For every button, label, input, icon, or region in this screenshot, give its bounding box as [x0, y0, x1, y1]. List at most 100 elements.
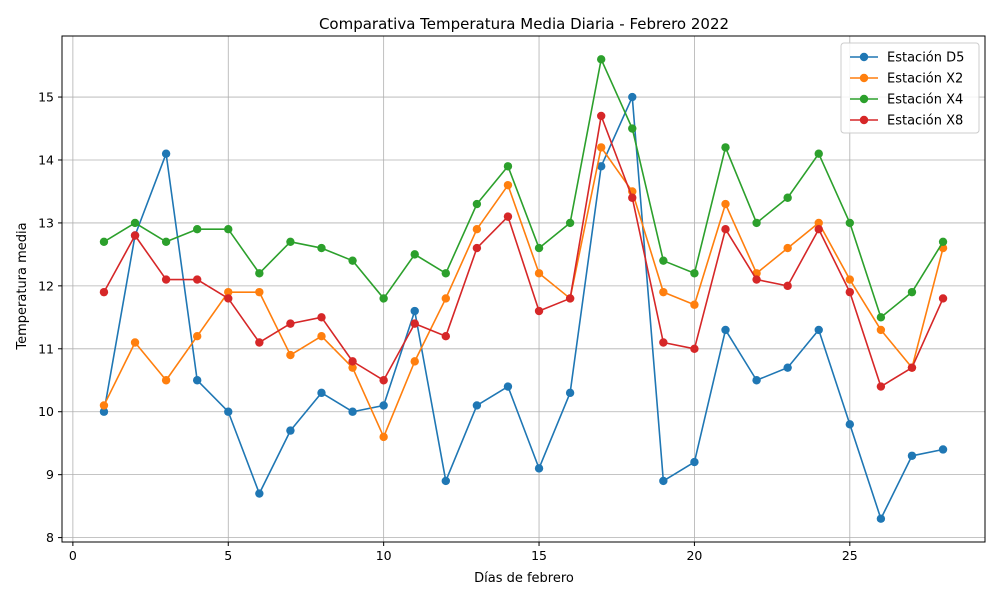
- data-point: [317, 388, 326, 398]
- y-tick-label: 10: [38, 404, 54, 419]
- data-point: [348, 407, 357, 416]
- data-point: [628, 92, 637, 102]
- series-1: [99, 92, 948, 523]
- legend-item: Estación X4: [850, 93, 963, 108]
- data-point: [752, 218, 761, 228]
- data-point: [317, 243, 326, 253]
- data-point: [845, 287, 855, 297]
- data-point: [938, 237, 948, 246]
- x-tick-label: 5: [224, 548, 232, 563]
- data-point: [534, 464, 544, 473]
- data-point: [596, 162, 606, 171]
- legend-label: Estación D5: [887, 51, 964, 66]
- x-tick-label: 0: [69, 548, 77, 563]
- series-2: [99, 143, 948, 442]
- data-point: [130, 338, 140, 347]
- data-point: [224, 294, 233, 303]
- data-point: [659, 476, 668, 486]
- legend-label: Estación X2: [887, 72, 963, 87]
- data-point: [814, 218, 823, 228]
- data-point: [224, 225, 233, 234]
- data-point: [224, 407, 233, 416]
- data-point: [534, 306, 544, 316]
- data-point: [99, 237, 109, 246]
- data-point: [192, 332, 202, 341]
- series-3: [99, 55, 948, 322]
- data-point: [410, 250, 419, 259]
- data-point: [876, 325, 886, 335]
- data-point: [441, 269, 451, 278]
- data-point: [472, 243, 482, 253]
- data-point: [503, 162, 513, 171]
- y-tick-label: 14: [38, 152, 54, 167]
- data-point: [286, 426, 295, 435]
- data-point: [596, 143, 606, 152]
- data-point: [845, 420, 855, 429]
- data-point: [659, 287, 668, 297]
- data-point: [503, 382, 513, 391]
- legend-marker: [859, 94, 869, 104]
- data-point: [503, 180, 513, 190]
- data-point: [224, 287, 233, 297]
- data-point: [348, 256, 357, 265]
- data-point: [286, 350, 295, 360]
- y-tick-label: 8: [46, 530, 54, 545]
- series-layer: [99, 55, 948, 523]
- series-line: [103, 146, 944, 438]
- data-point: [192, 376, 202, 385]
- data-point: [721, 143, 730, 152]
- data-point: [410, 357, 419, 366]
- data-point: [161, 149, 171, 158]
- series-line: [103, 115, 944, 388]
- chart-title: Comparativa Temperatura Media Diaria - F…: [319, 15, 729, 33]
- data-point: [596, 55, 606, 64]
- x-tick-label: 25: [842, 548, 858, 563]
- legend-box: [840, 42, 980, 134]
- legend-item: Estación X2: [850, 72, 963, 87]
- data-point: [255, 287, 264, 297]
- legend-marker: [859, 73, 869, 83]
- y-tick-label: 15: [38, 90, 54, 105]
- data-point: [690, 269, 699, 278]
- x-axis-label: Días de febrero: [474, 571, 574, 586]
- data-point: [534, 243, 544, 253]
- data-point: [99, 287, 109, 297]
- data-point: [410, 319, 419, 328]
- data-point: [752, 376, 761, 385]
- data-point: [876, 313, 886, 322]
- data-point: [907, 363, 917, 372]
- data-point: [379, 432, 388, 442]
- y-tick-label: 13: [38, 215, 54, 230]
- data-point: [752, 275, 761, 284]
- data-point: [161, 237, 171, 246]
- data-point: [130, 218, 140, 228]
- series-line: [103, 96, 944, 520]
- data-point: [379, 376, 388, 385]
- data-point: [783, 243, 792, 253]
- x-tick-label: 15: [531, 548, 547, 563]
- data-point: [472, 199, 482, 209]
- data-point: [255, 489, 264, 498]
- data-point: [690, 457, 699, 467]
- data-point: [814, 325, 823, 335]
- data-point: [845, 218, 855, 228]
- data-point: [628, 124, 637, 133]
- legend-label: Estación X4: [887, 93, 963, 108]
- data-point: [690, 300, 699, 309]
- legend-marker: [859, 115, 869, 125]
- data-point: [472, 401, 482, 410]
- data-point: [348, 363, 357, 372]
- data-point: [317, 332, 326, 341]
- data-point: [317, 313, 326, 322]
- x-tick-label: 10: [376, 548, 392, 563]
- data-point: [99, 407, 109, 416]
- data-point: [99, 401, 109, 410]
- data-point: [348, 357, 357, 366]
- y-axis-label: Temperatura media: [15, 222, 30, 350]
- data-point: [876, 514, 886, 523]
- data-point: [721, 325, 730, 335]
- data-point: [255, 269, 264, 278]
- y-tick-label: 12: [38, 278, 54, 293]
- data-point: [503, 212, 513, 221]
